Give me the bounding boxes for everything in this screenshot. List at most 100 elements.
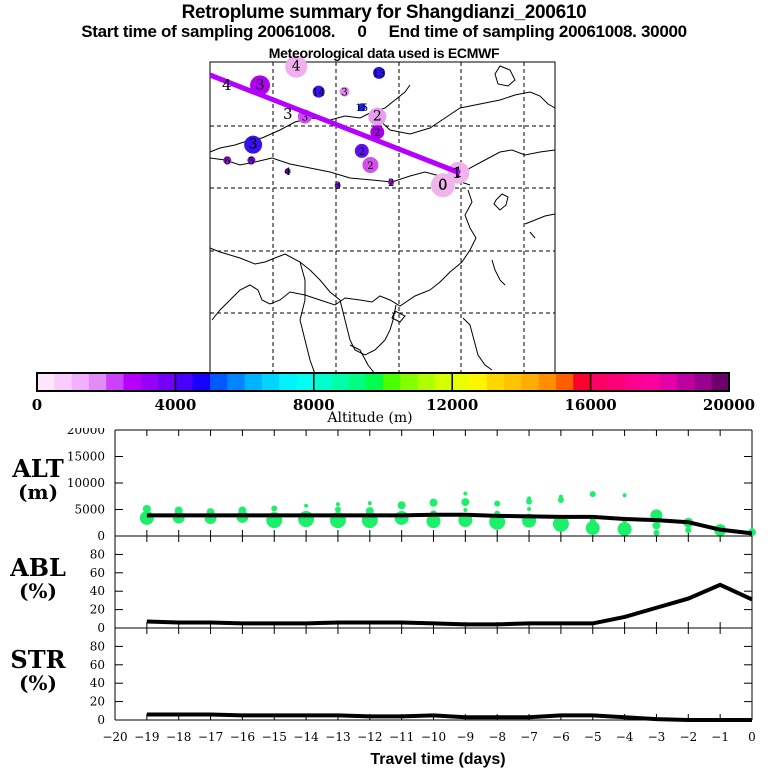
altitude-colorbar: 0 4000 8000 12000 16000 20000 Altitude (m): [32, 372, 755, 426]
colorbar-cell: [348, 373, 367, 391]
trajectory-label: 3: [283, 105, 293, 123]
y-tick-label: 20000: [67, 428, 105, 437]
cluster-label: 2: [388, 178, 394, 189]
colorbar-cell: [123, 373, 142, 391]
cluster-marker: [368, 107, 387, 126]
cluster-label: 3: [341, 88, 347, 99]
y-tick-label: 0: [97, 713, 105, 727]
cluster-label: 15: [355, 103, 368, 114]
colorbar-cell: [711, 373, 730, 391]
colorbar-cell: [469, 373, 488, 391]
cluster-marker: [339, 86, 350, 97]
colorbar-frame: [36, 372, 730, 392]
altitude-cluster-point: [558, 494, 563, 499]
altitude-cluster-point: [585, 521, 600, 536]
cluster-label: 5: [248, 156, 254, 167]
y-axis-title: (%): [19, 579, 57, 603]
x-tick-label: −13: [325, 730, 350, 744]
trajectory-label: 4: [222, 76, 232, 94]
y-axis-title: (m): [18, 480, 58, 504]
x-tick-label: −10: [421, 730, 446, 744]
altitude-cluster-point: [652, 521, 661, 530]
colorbar-tick-label: 8000: [293, 396, 335, 414]
colorbar-cell: [504, 373, 522, 391]
colorbar-tick-label: 0: [32, 396, 42, 414]
cluster-label: 14: [312, 88, 325, 99]
cluster-label: 3: [256, 77, 265, 93]
colorbar-cell: [538, 373, 557, 391]
y-tick-label: 60: [90, 566, 105, 580]
colorbar-cell: [556, 373, 574, 391]
y-tick-label: 0: [97, 529, 105, 543]
y-tick-label: 0: [97, 621, 105, 635]
x-tick-label: −7: [520, 730, 538, 744]
cluster-label: 13: [373, 69, 386, 80]
altitude-cluster-point: [304, 503, 309, 508]
colorbar-cell: [625, 373, 643, 391]
altitude-cluster-point: [494, 500, 501, 507]
colorbar-cell: [244, 373, 263, 391]
x-tick-label: −3: [648, 730, 666, 744]
cluster-marker: [373, 66, 386, 79]
cluster-marker: [362, 156, 379, 173]
colorbar-cell: [158, 373, 176, 391]
y-axis-title: STR: [10, 645, 66, 674]
mean-trajectory-line: [209, 72, 461, 176]
altitude-cluster-point: [394, 510, 409, 525]
altitude-cluster-point: [622, 493, 627, 498]
y-tick-label: 40: [90, 676, 105, 690]
altitude-cluster-point: [429, 498, 438, 507]
altitude-cluster-point: [334, 506, 341, 513]
met-data-note: Meteorological data used is ECMWF: [268, 45, 500, 61]
altitude-cluster-point: [238, 506, 247, 515]
colorbar-cell: [607, 373, 626, 391]
cluster-label: 2: [374, 128, 380, 139]
y-tick-label: 20: [90, 695, 105, 709]
series-line: [146, 582, 753, 627]
colorbar-cell: [486, 373, 505, 391]
panel-abl: 0 20 40 60 80 ABL(%): [9, 535, 753, 635]
trajectory-day-labels: 4 3 1 0: [222, 76, 462, 194]
panel-alt: 0 5000 10000 15000 20000 ALT(m): [11, 428, 756, 543]
cluster-marker: [354, 143, 369, 158]
cluster-marker: [430, 173, 455, 198]
altitude-cluster-point: [271, 505, 278, 512]
cluster-label: 4: [292, 59, 301, 75]
x-tick-label: −9: [456, 730, 474, 744]
cluster-label: 2: [367, 161, 373, 172]
trajectory-label: 1: [452, 164, 462, 182]
y-axis-title: ABL: [9, 553, 66, 582]
colorbar-cell: [296, 373, 315, 391]
altitude-cluster-point: [426, 514, 441, 529]
sampling-time-subtitle: Start time of sampling 20061008. 0 End t…: [81, 22, 687, 41]
x-tick-label: −19: [134, 730, 159, 744]
colorbar-cell: [521, 373, 540, 391]
cluster-label: 3: [249, 137, 258, 153]
cluster-label: 2: [373, 109, 382, 125]
colorbar-cell: [383, 373, 401, 391]
colorbar-cell: [677, 373, 695, 391]
colorbar-cell: [140, 373, 159, 391]
colorbar-cell: [175, 373, 194, 391]
colorbar-cell: [417, 373, 436, 391]
y-tick-label: 10000: [67, 476, 105, 490]
y-tick-label: 60: [90, 658, 105, 672]
colorbar-cell: [106, 373, 124, 391]
colorbar-cell: [71, 373, 90, 391]
altitude-cluster-point: [335, 502, 340, 507]
x-tick-label: 0: [748, 730, 756, 744]
x-tick-label: −5: [584, 730, 602, 744]
x-tick-label: −20: [102, 730, 127, 744]
y-axis-title: ALT: [11, 454, 64, 483]
colorbar-cell: [261, 373, 280, 391]
x-tick-label: −8: [488, 730, 506, 744]
x-tick-label: −11: [389, 730, 414, 744]
series-line: [146, 712, 752, 722]
y-tick-label: 40: [90, 584, 105, 598]
altitude-cluster-point: [617, 522, 632, 537]
chart-title: Retroplume summary for Shangdianzi_20061…: [181, 2, 587, 23]
cluster-marker: [370, 125, 385, 140]
altitude-cluster-point: [527, 496, 532, 501]
colorbar-cell: [590, 373, 609, 391]
